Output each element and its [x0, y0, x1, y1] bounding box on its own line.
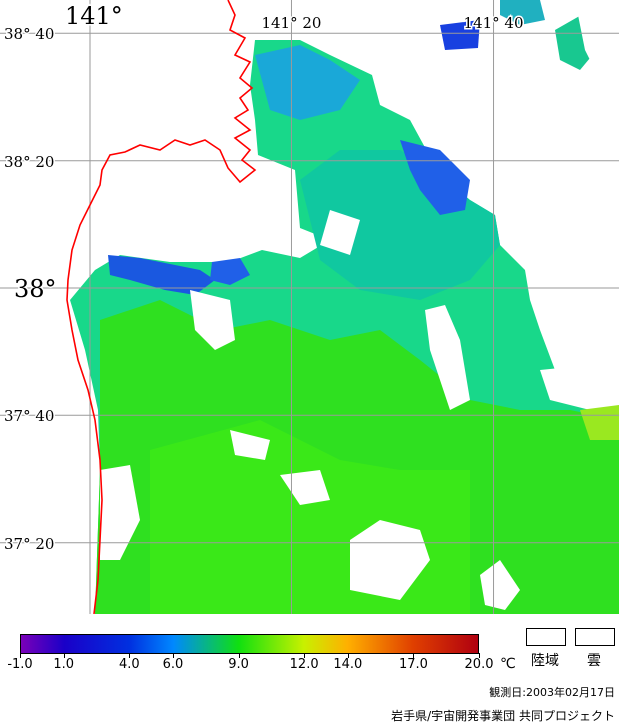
cold-patch-2 — [108, 255, 215, 295]
observation-date: 観測日:2003年02月17日 — [489, 686, 615, 699]
cloud-gap-9 — [575, 0, 619, 90]
land-swatch — [526, 628, 566, 646]
coastline — [66, 0, 257, 614]
color-scale-tick-mark — [173, 653, 174, 658]
color-scale-tick-label: -1.0 — [7, 657, 33, 672]
color-scale-tick-mark — [63, 653, 65, 658]
cold-patch-4 — [210, 258, 250, 285]
lat-lon-grid — [0, 0, 619, 614]
color-scale-tick-mark — [413, 653, 415, 658]
color-scale-tick-mark — [129, 653, 131, 658]
latitude-label: 38° 20 — [4, 153, 54, 171]
ne-patch — [500, 0, 545, 25]
color-scale-tick-label: 12.0 — [289, 657, 319, 672]
cloud-gap-8 — [480, 560, 520, 610]
cloud-gap-2 — [425, 305, 470, 410]
credit-line: 岩手県/宇宙開発事業団 共同プロジェクト — [391, 709, 615, 723]
color-scale-tick-mark — [20, 653, 21, 658]
separator — [0, 614, 619, 615]
warm-hint — [580, 405, 619, 440]
color-scale-tick-label: 14.0 — [333, 657, 363, 672]
color-scale-tick-mark — [479, 653, 480, 658]
color-scale-tick-label: 6.0 — [162, 657, 184, 672]
cloud-gap-10 — [320, 210, 360, 255]
cloud-gap-1 — [190, 290, 235, 350]
color-scale-tick-mark — [304, 653, 306, 658]
cold-patch-1 — [400, 140, 470, 215]
color-scale-tick-label: 1.0 — [53, 657, 75, 672]
temperature-color-scale — [20, 634, 479, 654]
cloud-label: 雲 — [587, 653, 601, 669]
longitude-label: 141° — [65, 2, 123, 30]
latitude-label: 37° 40 — [4, 407, 54, 425]
temperature-field — [70, 0, 619, 614]
color-scale-tick-mark — [347, 653, 349, 658]
color-scale-tick-label: 17.0 — [398, 657, 428, 672]
north-cool-zone — [255, 45, 360, 120]
unit-label: ℃ — [500, 656, 516, 672]
cold-patch-3 — [440, 20, 480, 50]
cloud-gap-3 — [100, 465, 140, 560]
color-scale-tick-label: 20.0 — [464, 657, 494, 672]
color-scale-tick-label: 9.0 — [228, 657, 249, 672]
cloud-gap-7 — [540, 365, 619, 420]
longitude-label: 141° 20 — [261, 14, 321, 32]
cloud-gap-5 — [230, 430, 270, 460]
land-label: 陸域 — [531, 653, 559, 669]
latitude-label: 37° 20 — [4, 535, 54, 553]
latitude-label: 38° — [14, 275, 57, 303]
latitude-label: 38° 40 — [4, 25, 54, 43]
cloud-gap-6 — [280, 470, 330, 505]
color-scale-tick-label: 4.0 — [118, 657, 140, 672]
cloud-swatch — [575, 628, 615, 646]
color-scale-tick-mark — [238, 653, 240, 658]
longitude-label: 141° 40 — [464, 14, 524, 32]
cloud-gap-4 — [350, 520, 430, 600]
